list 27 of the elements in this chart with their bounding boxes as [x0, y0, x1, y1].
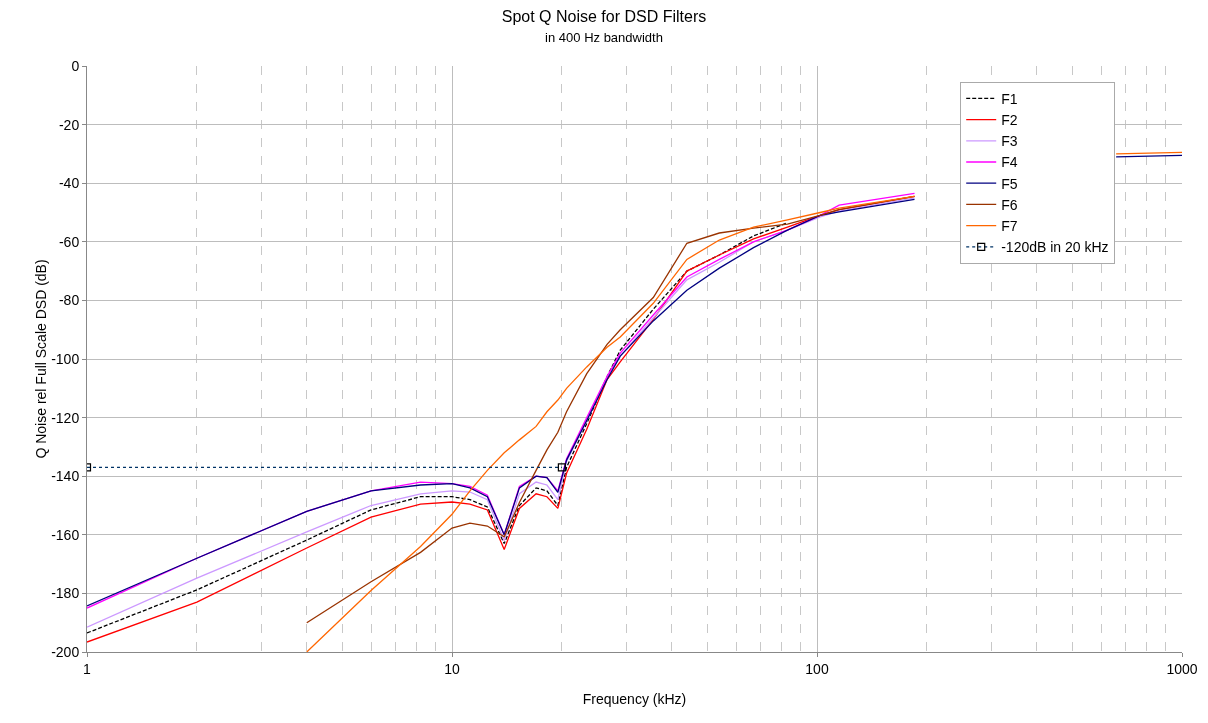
x-tick-label: 1 [83, 660, 92, 677]
y-tick-label: 0 [71, 57, 80, 74]
legend-label: F7 [1001, 218, 1018, 235]
legend-label: F1 [1001, 90, 1018, 107]
y-tick-label: -40 [58, 175, 80, 192]
y-tick-label: -140 [51, 468, 80, 485]
legend-label: F2 [1001, 112, 1018, 129]
legend-label: F3 [1001, 133, 1018, 150]
chart-subtitle: in 400 Hz bandwidth [545, 30, 663, 46]
x-tick-label: 100 [805, 660, 829, 677]
y-tick-label: -180 [51, 585, 80, 602]
y-tick-label: -100 [51, 350, 80, 367]
x-tick-label: 10 [444, 660, 460, 677]
legend-label: F4 [1001, 154, 1018, 171]
y-tick-label: -80 [58, 292, 80, 309]
y-tick-label: -160 [51, 526, 80, 543]
y-tick-label: -200 [51, 643, 80, 660]
y-tick-label: -60 [58, 233, 80, 250]
x-axis-title: Frequency (kHz) [582, 691, 687, 707]
chart-title: Spot Q Noise for DSD Filters [501, 7, 707, 25]
x-tick-label: 1000 [1166, 660, 1198, 677]
y-tick-label: -20 [58, 116, 80, 133]
y-tick-label: -120 [51, 409, 80, 426]
legend-label: F6 [1001, 196, 1018, 213]
y-axis-title: Q Noise rel Full Scale DSD (dB) [33, 259, 50, 459]
series-label: F5 [1001, 175, 1018, 192]
legend-label: -120dB in 20 kHz [1001, 239, 1109, 256]
